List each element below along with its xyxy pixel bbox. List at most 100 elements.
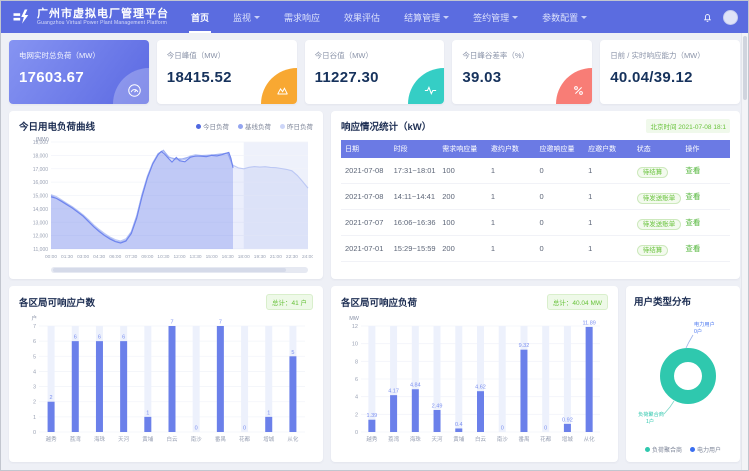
svg-text:黄埔: 黄埔 xyxy=(142,435,154,443)
svg-text:10: 10 xyxy=(352,342,358,348)
logo[interactable]: 广州市虚拟电厂管理平台 Guangzhou Virtual Power Plan… xyxy=(11,7,169,27)
table-cell: 1 xyxy=(584,158,633,184)
svg-text:负荷聚合商: 负荷聚合商 xyxy=(638,410,664,418)
chevron-down-icon xyxy=(443,16,449,19)
response-table-panel: 响应情况统计（kW） 北京时间 2021-07-08 18:1 日期时段需求响应… xyxy=(331,111,740,279)
status-badge: 待结算 xyxy=(637,167,669,178)
user-type-legend-item-1[interactable]: 电力用户 xyxy=(690,445,721,454)
table-cell: 0 xyxy=(536,158,585,184)
svg-text:0: 0 xyxy=(501,426,504,432)
load-curve-chart[interactable]: 11,00012,00013,00014,00015,00016,00017,0… xyxy=(19,135,313,277)
view-link[interactable]: 查看 xyxy=(685,192,700,201)
kpi-card-1[interactable]: 今日峰值（MW）18415.52 xyxy=(157,40,297,104)
nav-item-6[interactable]: 参数配置 xyxy=(540,1,589,33)
scrollbar-thumb[interactable] xyxy=(743,36,747,100)
svg-text:南沙: 南沙 xyxy=(191,435,203,443)
nav-item-4[interactable]: 结算管理 xyxy=(402,1,451,33)
svg-text:6: 6 xyxy=(122,335,125,341)
svg-text:6: 6 xyxy=(33,339,36,345)
legend-label: 电力用户 xyxy=(697,445,721,454)
svg-text:天河: 天河 xyxy=(432,435,444,443)
svg-text:21:00: 21:00 xyxy=(270,254,282,260)
legend-label: 今日负荷 xyxy=(203,121,229,131)
chevron-down-icon xyxy=(512,16,518,19)
nav-item-1[interactable]: 监视 xyxy=(231,1,262,33)
legend-label: 昨日负荷 xyxy=(287,121,313,131)
svg-text:7: 7 xyxy=(219,320,222,326)
kpi-card-4[interactable]: 日前 / 实时响应能力（MW）40.04/39.12 xyxy=(600,40,740,104)
kpi-card-3[interactable]: 今日峰谷差率（%）39.03 xyxy=(452,40,592,104)
user-type-donut-chart[interactable]: 电力用户0户负荷聚合商1户 xyxy=(634,312,732,428)
table-cell-action: 查看 xyxy=(681,210,730,236)
svg-text:16:30: 16:30 xyxy=(222,254,234,260)
chevron-down-icon xyxy=(581,16,587,19)
svg-text:11,000: 11,000 xyxy=(33,247,48,253)
svg-text:4.84: 4.84 xyxy=(410,383,421,389)
svg-text:越秀: 越秀 xyxy=(366,435,378,443)
svg-text:增城: 增城 xyxy=(263,435,275,443)
svg-text:12:00: 12:00 xyxy=(173,254,185,260)
kpi-label: 今日峰值（MW） xyxy=(167,50,287,61)
table-cell: 0 xyxy=(536,184,585,210)
column-header: 邀约户数 xyxy=(487,140,536,158)
svg-text:0: 0 xyxy=(544,426,547,432)
app-subtitle: Guangzhou Virtual Power Plant Management… xyxy=(37,20,169,26)
column-header: 应邀户数 xyxy=(584,140,633,158)
avatar[interactable] xyxy=(723,10,738,25)
table-cell-action: 查看 xyxy=(681,158,730,184)
svg-text:09:00: 09:00 xyxy=(141,254,153,260)
column-header: 时段 xyxy=(390,140,439,158)
svg-text:越秀: 越秀 xyxy=(46,435,58,443)
svg-text:0: 0 xyxy=(33,430,36,436)
table-cell: 2021-07-08 xyxy=(341,158,390,184)
table-cell: 14:11~14:41 xyxy=(390,184,439,210)
nav-item-5[interactable]: 签约管理 xyxy=(471,1,520,33)
kpi-card-0[interactable]: 电网实时总负荷（MW）17603.67 xyxy=(9,40,149,104)
logo-text: 广州市虚拟电厂管理平台 Guangzhou Virtual Power Plan… xyxy=(37,8,169,26)
district-users-panel: 各区局可响应户数 总计：41 户 01234567户2越秀6荔湾6海珠6天河1黄… xyxy=(9,286,323,462)
header-right xyxy=(702,10,738,25)
table-cell: 0 xyxy=(536,236,585,262)
pulse-icon xyxy=(423,83,438,98)
svg-text:4: 4 xyxy=(33,369,36,375)
svg-text:户: 户 xyxy=(31,314,37,322)
district-users-chart[interactable]: 01234567户2越秀6荔湾6海珠6天河1黄埔7白云0南沙7番禺0花都1增城5… xyxy=(19,312,313,454)
vertical-scrollbar[interactable] xyxy=(741,33,748,470)
legend-dot xyxy=(645,447,650,452)
nav-item-label: 需求响应 xyxy=(284,11,320,24)
view-link[interactable]: 查看 xyxy=(685,166,700,175)
svg-text:11.89: 11.89 xyxy=(582,320,595,326)
view-link[interactable]: 查看 xyxy=(685,218,700,227)
district-load-chart[interactable]: 024681012MW1.39越秀4.17荔湾4.84海珠2.49天河0.4黄埔… xyxy=(341,312,608,454)
district-load-panel: 各区局可响应负荷 总计：40.04 MW 024681012MW1.39越秀4.… xyxy=(331,286,618,462)
svg-text:花都: 花都 xyxy=(540,435,552,443)
table-cell-status: 待结算 xyxy=(633,158,682,184)
response-table-header: 响应情况统计（kW） 北京时间 2021-07-08 18:1 xyxy=(341,119,730,133)
table-cell: 1 xyxy=(584,236,633,262)
legend-item-1[interactable]: 基线负荷 xyxy=(238,121,271,131)
svg-text:10:30: 10:30 xyxy=(157,254,169,260)
nav-item-0[interactable]: 首页 xyxy=(189,1,211,33)
table-cell: 1 xyxy=(584,210,633,236)
bell-icon[interactable] xyxy=(702,12,713,23)
table-cell: 2021-07-08 xyxy=(341,184,390,210)
legend-item-0[interactable]: 今日负荷 xyxy=(196,121,229,131)
user-type-legend-item-0[interactable]: 负荷聚合商 xyxy=(645,445,682,454)
status-badge: 待发送账单 xyxy=(637,193,682,204)
view-link[interactable]: 查看 xyxy=(685,244,700,253)
percent-icon xyxy=(571,83,586,98)
svg-text:22:30: 22:30 xyxy=(286,254,298,260)
legend-label: 基线负荷 xyxy=(245,121,271,131)
kpi-card-2[interactable]: 今日谷值（MW）11227.30 xyxy=(305,40,445,104)
svg-text:番禺: 番禺 xyxy=(518,436,529,443)
svg-text:1: 1 xyxy=(146,410,149,416)
table-cell: 1 xyxy=(487,236,536,262)
svg-text:17,000: 17,000 xyxy=(33,167,49,173)
nav-item-2[interactable]: 需求响应 xyxy=(282,1,322,33)
middle-row: 今日用电负荷曲线 今日负荷基线负荷昨日负荷 11,00012,00013,000… xyxy=(9,111,740,279)
nav-item-3[interactable]: 效果评估 xyxy=(342,1,382,33)
svg-text:01:30: 01:30 xyxy=(61,254,73,260)
svg-text:14,000: 14,000 xyxy=(33,207,49,213)
svg-text:花都: 花都 xyxy=(239,435,251,443)
legend-item-2[interactable]: 昨日负荷 xyxy=(280,121,313,131)
